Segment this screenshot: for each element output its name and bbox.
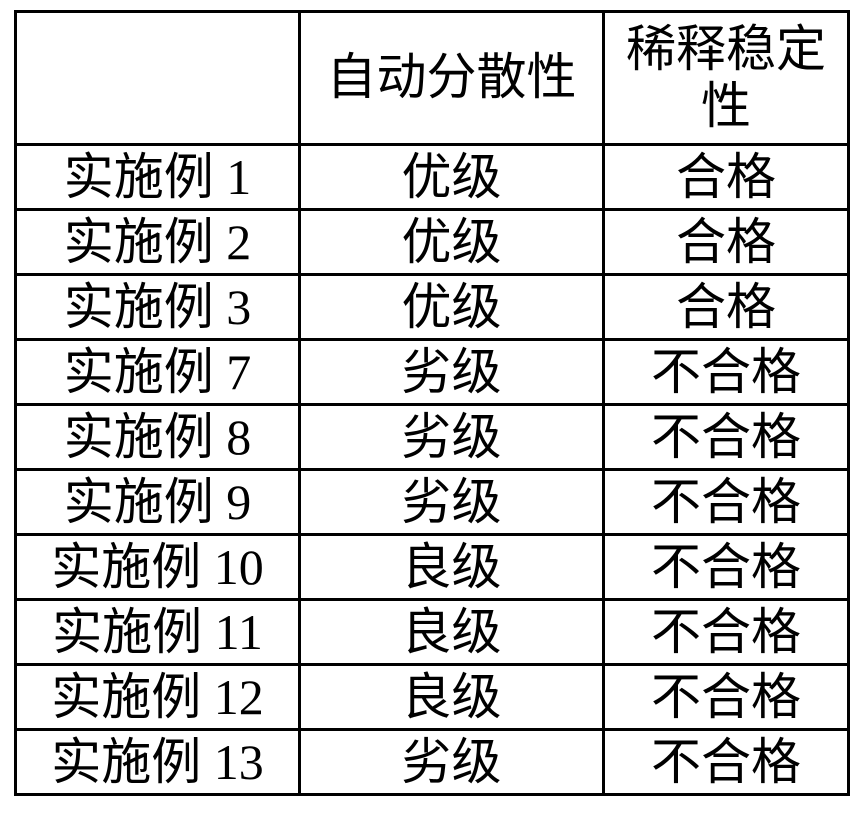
table-header-row: 自动分散性 稀释稳定性 (16, 12, 849, 145)
label-number: 3 (226, 279, 251, 335)
label-number: 12 (214, 669, 264, 725)
label-number: 9 (226, 474, 251, 530)
row-stability: 不合格 (604, 730, 849, 795)
label-prefix: 实施例 (51, 539, 201, 595)
row-dispersion: 劣级 (300, 470, 604, 535)
label-prefix: 实施例 (64, 409, 214, 465)
row-stability: 不合格 (604, 470, 849, 535)
label-prefix: 实施例 (64, 279, 214, 335)
table-row: 实施例 2 优级 合格 (16, 210, 849, 275)
row-dispersion: 良级 (300, 600, 604, 665)
row-dispersion: 劣级 (300, 405, 604, 470)
row-stability: 不合格 (604, 405, 849, 470)
label-prefix: 实施例 (51, 669, 201, 725)
label-prefix: 实施例 (64, 149, 214, 205)
row-stability: 不合格 (604, 600, 849, 665)
label-number: 2 (226, 214, 251, 270)
label-number: 8 (226, 409, 251, 465)
table-row: 实施例 3 优级 合格 (16, 275, 849, 340)
col-header-stability: 稀释稳定性 (604, 12, 849, 145)
results-table: 自动分散性 稀释稳定性 实施例 1 优级 合格 实施例 2 优级 合格 实施例 … (14, 10, 850, 796)
row-dispersion: 劣级 (300, 730, 604, 795)
row-label: 实施例 9 (16, 470, 300, 535)
row-stability: 不合格 (604, 340, 849, 405)
col-header-empty (16, 12, 300, 145)
table-row: 实施例 7 劣级 不合格 (16, 340, 849, 405)
label-prefix: 实施例 (64, 344, 214, 400)
label-prefix: 实施例 (64, 214, 214, 270)
row-stability: 不合格 (604, 535, 849, 600)
label-number: 13 (214, 734, 264, 790)
table-row: 实施例 12 良级 不合格 (16, 665, 849, 730)
row-dispersion: 良级 (300, 665, 604, 730)
table-row: 实施例 11 良级 不合格 (16, 600, 849, 665)
row-label: 实施例 12 (16, 665, 300, 730)
table-row: 实施例 13 劣级 不合格 (16, 730, 849, 795)
label-number: 11 (215, 604, 263, 660)
row-label: 实施例 2 (16, 210, 300, 275)
row-dispersion: 劣级 (300, 340, 604, 405)
row-label: 实施例 8 (16, 405, 300, 470)
row-dispersion: 优级 (300, 275, 604, 340)
row-dispersion: 优级 (300, 145, 604, 210)
row-stability: 不合格 (604, 665, 849, 730)
table-row: 实施例 10 良级 不合格 (16, 535, 849, 600)
table-row: 实施例 9 劣级 不合格 (16, 470, 849, 535)
label-number: 7 (226, 344, 251, 400)
table-row: 实施例 8 劣级 不合格 (16, 405, 849, 470)
row-label: 实施例 11 (16, 600, 300, 665)
label-prefix: 实施例 (52, 604, 202, 660)
label-prefix: 实施例 (64, 474, 214, 530)
row-stability: 合格 (604, 275, 849, 340)
row-dispersion: 优级 (300, 210, 604, 275)
row-label: 实施例 10 (16, 535, 300, 600)
row-label: 实施例 3 (16, 275, 300, 340)
row-stability: 合格 (604, 145, 849, 210)
col-header-dispersion: 自动分散性 (300, 12, 604, 145)
row-label: 实施例 1 (16, 145, 300, 210)
table-row: 实施例 1 优级 合格 (16, 145, 849, 210)
row-dispersion: 良级 (300, 535, 604, 600)
label-number: 10 (214, 539, 264, 595)
label-prefix: 实施例 (51, 734, 201, 790)
row-label: 实施例 7 (16, 340, 300, 405)
label-number: 1 (226, 149, 251, 205)
row-stability: 合格 (604, 210, 849, 275)
row-label: 实施例 13 (16, 730, 300, 795)
